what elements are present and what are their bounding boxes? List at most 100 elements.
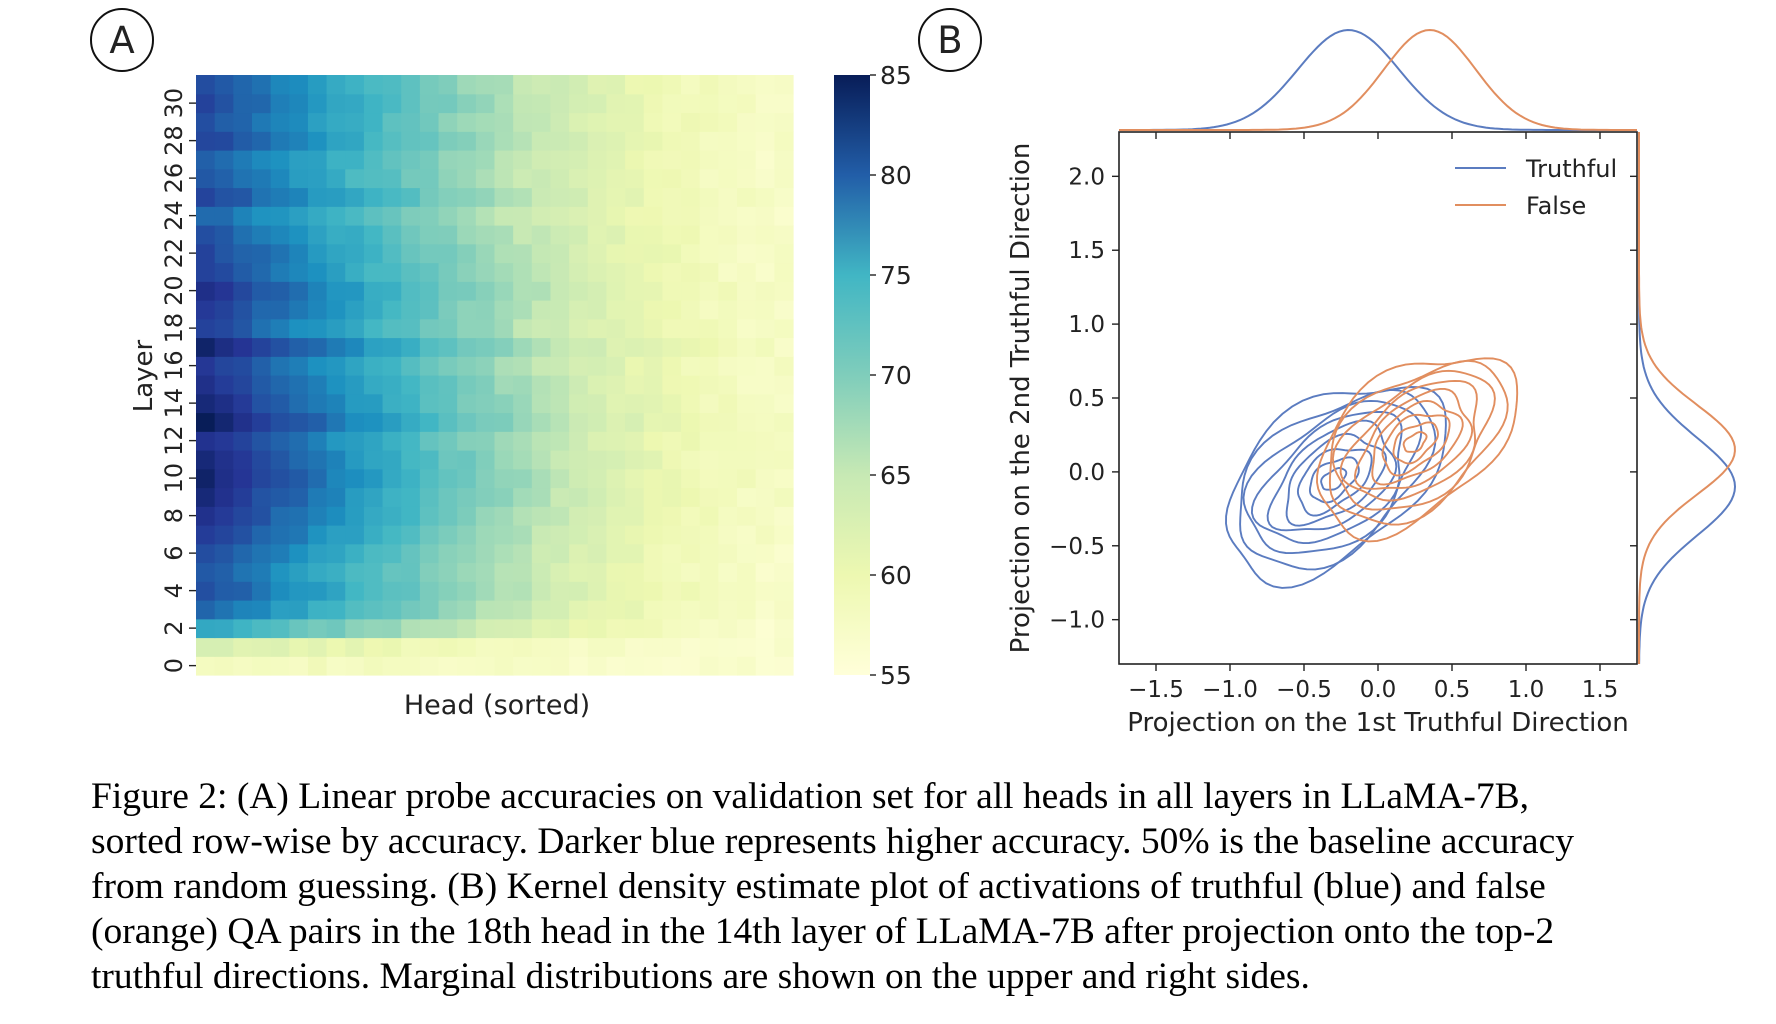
- heatmap-cell: [345, 131, 365, 151]
- heatmap-cell: [606, 75, 626, 95]
- heatmap-cell: [251, 112, 272, 132]
- heatmap-cell: [718, 225, 738, 245]
- heatmap-cell: [289, 225, 309, 245]
- heatmap-cell: [475, 656, 496, 676]
- heatmap-cell: [737, 487, 757, 507]
- heatmap-cell: [774, 243, 794, 264]
- heatmap-y-tick-label: 18: [160, 313, 188, 344]
- caption-line: Figure 2: (A) Linear probe accuracies on…: [91, 776, 1530, 817]
- heatmap-cell: [214, 243, 234, 264]
- heatmap-cell: [382, 356, 402, 376]
- heatmap-cell: [662, 412, 682, 432]
- heatmap-cell: [345, 75, 365, 95]
- heatmap-cell: [513, 543, 533, 564]
- heatmap-cell: [457, 506, 477, 526]
- heatmap-cell: [401, 543, 421, 564]
- heatmap-cell: [569, 543, 589, 564]
- heatmap-cell: [345, 300, 365, 320]
- heatmap-cell: [755, 600, 775, 620]
- heatmap-cell: [326, 618, 346, 639]
- heatmap-cell: [550, 375, 570, 395]
- heatmap-cell: [345, 225, 365, 245]
- heatmap-cell: [569, 356, 589, 376]
- heatmap-cell: [737, 112, 757, 132]
- heatmap-cell: [606, 356, 626, 376]
- heatmap-cell: [363, 281, 384, 301]
- heatmap-cell: [494, 562, 514, 582]
- heatmap-cell: [643, 243, 664, 264]
- heatmap-cell: [531, 75, 552, 95]
- heatmap-cell: [382, 487, 402, 507]
- heatmap-cell: [382, 637, 402, 657]
- heatmap-cell: [569, 168, 589, 189]
- heatmap-cell: [251, 262, 272, 282]
- heatmap-cell: [289, 356, 309, 376]
- heatmap-cell: [737, 393, 757, 414]
- heatmap-cell: [363, 337, 384, 357]
- heatmap-cell: [457, 318, 477, 339]
- heatmap-cell: [494, 187, 514, 207]
- heatmap-cell: [326, 543, 346, 564]
- heatmap-cell: [643, 468, 664, 489]
- heatmap-cell: [718, 318, 738, 339]
- caption-line: from random guessing. (B) Kernel density…: [91, 866, 1546, 907]
- heatmap-cell: [494, 150, 514, 170]
- heatmap-cell: [569, 318, 589, 339]
- heatmap-cell: [681, 131, 701, 151]
- heatmap-cell: [475, 375, 496, 395]
- right-marginal-false: [1638, 132, 1736, 664]
- kde-contour-truthful: [1308, 456, 1360, 504]
- heatmap-cell: [419, 637, 440, 657]
- heatmap-cell: [755, 300, 775, 320]
- kde-y-tick-label: 1.0: [1068, 312, 1105, 338]
- heatmap-y-axis-label: Layer: [129, 339, 159, 412]
- figure-caption: Figure 2: (A) Linear probe accuracies on…: [91, 774, 1751, 999]
- heatmap-cell: [401, 300, 421, 320]
- heatmap-cell: [606, 300, 626, 320]
- heatmap-cell: [382, 525, 402, 545]
- heatmap-cell: [326, 75, 346, 95]
- heatmap-cell: [550, 412, 570, 432]
- heatmap-cell: [494, 75, 514, 95]
- heatmap-cell: [438, 618, 458, 639]
- heatmap-cell: [196, 93, 216, 114]
- heatmap-cell: [606, 525, 626, 545]
- heatmap-cell: [513, 618, 533, 639]
- heatmap-cell: [550, 450, 570, 470]
- heatmap-cell: [270, 112, 290, 132]
- heatmap-cell: [569, 93, 589, 114]
- heatmap-cell: [419, 600, 440, 620]
- heatmap-cell: [475, 562, 496, 582]
- heatmap-x-axis-label: Head (sorted): [404, 690, 590, 721]
- heatmap-cell: [196, 487, 216, 507]
- heatmap-cell: [214, 450, 234, 470]
- heatmap-cell: [457, 618, 477, 639]
- heatmap-cell: [363, 637, 384, 657]
- heatmap-cell: [419, 412, 440, 432]
- heatmap-cell: [718, 375, 738, 395]
- heatmap-cell: [737, 543, 757, 564]
- heatmap-cell: [625, 281, 645, 301]
- heatmap-cell: [718, 206, 738, 226]
- heatmap-cell: [251, 281, 272, 301]
- heatmap-y-tick-label: 20: [160, 275, 188, 306]
- heatmap-cell: [401, 112, 421, 132]
- heatmap-cell: [345, 187, 365, 207]
- heatmap-cell: [737, 618, 757, 639]
- heatmap-cell: [513, 243, 533, 264]
- heatmap-cell: [606, 543, 626, 564]
- heatmap-cell: [662, 187, 682, 207]
- heatmap-cell: [419, 450, 440, 470]
- heatmap-cell: [251, 450, 272, 470]
- heatmap-cell: [755, 281, 775, 301]
- heatmap-cell: [196, 506, 216, 526]
- heatmap-cell: [550, 150, 570, 170]
- heatmap-cell: [513, 468, 533, 489]
- heatmap-cell: [457, 562, 477, 582]
- heatmap-cell: [233, 581, 253, 601]
- heatmap-cell: [196, 431, 216, 451]
- heatmap-cell: [513, 431, 533, 451]
- heatmap-cell: [401, 450, 421, 470]
- heatmap-cell: [681, 543, 701, 564]
- heatmap-cell: [214, 206, 234, 226]
